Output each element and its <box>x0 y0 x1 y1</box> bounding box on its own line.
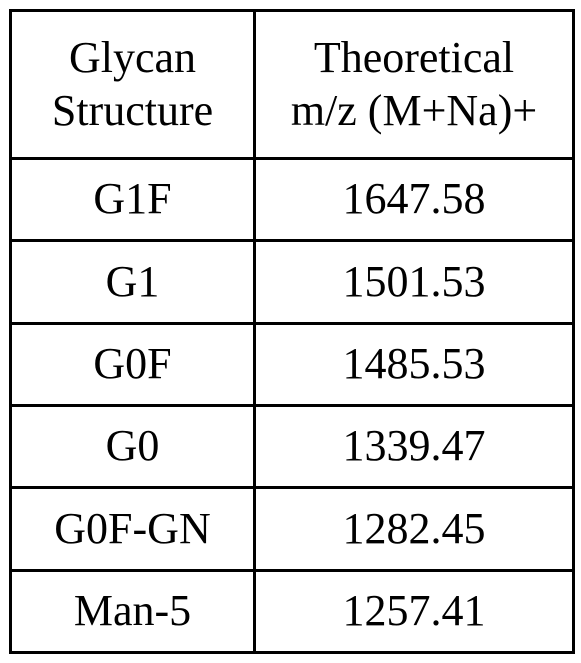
glycan-structure-cell: G0F <box>9 321 256 407</box>
table-row: G1F 1647.58 <box>9 156 575 243</box>
header-glycan-structure: Glycan Structure <box>9 9 256 160</box>
header-theoretical-mz-line-2: m/z (M+Na)+ <box>290 85 538 135</box>
table-row: Man-5 1257.41 <box>9 568 575 655</box>
header-glycan-structure-line-2: Structure <box>51 85 214 135</box>
table-row: G1 1501.53 <box>9 239 575 325</box>
table-header: Glycan Structure Theoretical m/z (M+Na)+ <box>9 9 575 160</box>
theoretical-mz-cell: 1282.45 <box>253 486 575 572</box>
glycan-table: Glycan Structure Theoretical m/z (M+Na)+… <box>9 9 575 655</box>
glycan-structure-cell: G1 <box>9 239 256 325</box>
glycan-structure-cell: G0 <box>9 403 256 490</box>
header-theoretical-mz-line-1: Theoretical <box>313 32 515 82</box>
table-row: G0F-GN 1282.45 <box>9 486 575 572</box>
glycan-structure-cell: Man-5 <box>9 568 256 655</box>
header-row: Glycan Structure Theoretical m/z (M+Na)+ <box>9 9 575 160</box>
table-row: G0 1339.47 <box>9 403 575 490</box>
header-theoretical-mz: Theoretical m/z (M+Na)+ <box>253 9 575 160</box>
header-glycan-structure-line-1: Glycan <box>68 32 197 82</box>
table-body: G1F 1647.58 G1 1501.53 G0F 1485.53 G0 13… <box>9 156 575 655</box>
theoretical-mz-cell: 1647.58 <box>253 156 575 243</box>
theoretical-mz-cell: 1485.53 <box>253 321 575 407</box>
theoretical-mz-cell: 1257.41 <box>253 568 575 655</box>
table-row: G0F 1485.53 <box>9 321 575 407</box>
theoretical-mz-cell: 1501.53 <box>253 239 575 325</box>
glycan-structure-cell: G0F-GN <box>9 486 256 572</box>
glycan-structure-cell: G1F <box>9 156 256 243</box>
theoretical-mz-cell: 1339.47 <box>253 403 575 490</box>
